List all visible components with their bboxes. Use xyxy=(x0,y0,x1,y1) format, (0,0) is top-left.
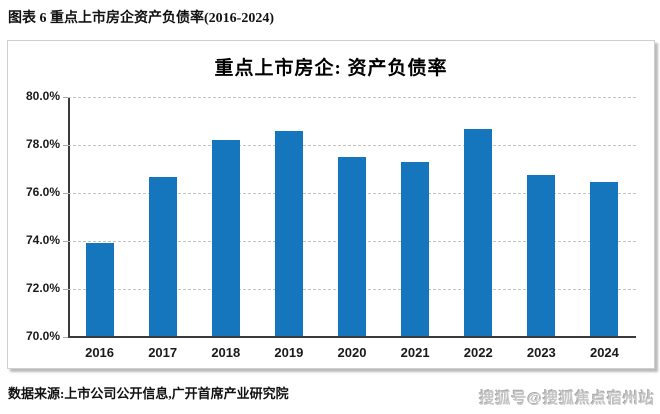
y-axis-tick xyxy=(63,145,68,146)
chart-panel: 重点上市房企: 资产负债率 80.0% 78.0% 76.0% 74.0% 72.0% 7… xyxy=(7,40,655,369)
y-tick-label: 72.0% xyxy=(25,281,60,295)
bar-2019 xyxy=(274,130,303,336)
x-tick-label: 2017 xyxy=(148,345,178,360)
x-tick-label: 2016 xyxy=(85,345,115,360)
x-axis-line xyxy=(68,336,636,338)
x-tick-label: 2020 xyxy=(337,345,367,360)
bar-2022 xyxy=(464,129,493,336)
figure-caption: 图表 6 重点上市房企资产负债率(2016-2024) xyxy=(8,11,274,26)
bar-2023 xyxy=(527,175,556,336)
y-tick-label: 76.0% xyxy=(25,185,60,199)
x-tick-label: 2021 xyxy=(400,345,430,360)
y-axis-tick xyxy=(63,241,68,242)
y-axis-tick xyxy=(63,337,68,338)
bar-2018 xyxy=(211,140,240,336)
bar-2016 xyxy=(85,243,114,336)
bar-2024 xyxy=(590,182,619,336)
gridline xyxy=(68,145,636,146)
bar-2017 xyxy=(148,177,177,336)
y-axis-tick xyxy=(63,97,68,98)
x-tick-label: 2023 xyxy=(526,345,556,360)
x-tick-label: 2022 xyxy=(463,345,493,360)
y-tick-label: 80.0% xyxy=(25,89,60,103)
y-tick-label: 78.0% xyxy=(25,137,60,151)
y-tick-label: 74.0% xyxy=(25,233,60,247)
bar-2021 xyxy=(401,161,430,336)
x-tick-label: 2019 xyxy=(274,345,304,360)
x-tick-label: 2024 xyxy=(589,345,619,360)
y-axis-line xyxy=(68,97,70,337)
x-tick-label: 2018 xyxy=(211,345,241,360)
chart-title: 重点上市房企: 资产负债率 xyxy=(214,58,448,79)
y-axis-tick xyxy=(63,289,68,290)
plot-area xyxy=(63,97,636,338)
watermark: 搜狐号@搜狐焦点宿州站 xyxy=(479,390,655,407)
y-tick-label: 70.0% xyxy=(25,329,60,343)
gridline xyxy=(68,97,636,98)
source-note: 数据来源:上市公司公开信息,广开首席产业研究院 xyxy=(8,386,289,401)
bar-2020 xyxy=(338,157,366,336)
y-axis-tick xyxy=(63,193,68,194)
